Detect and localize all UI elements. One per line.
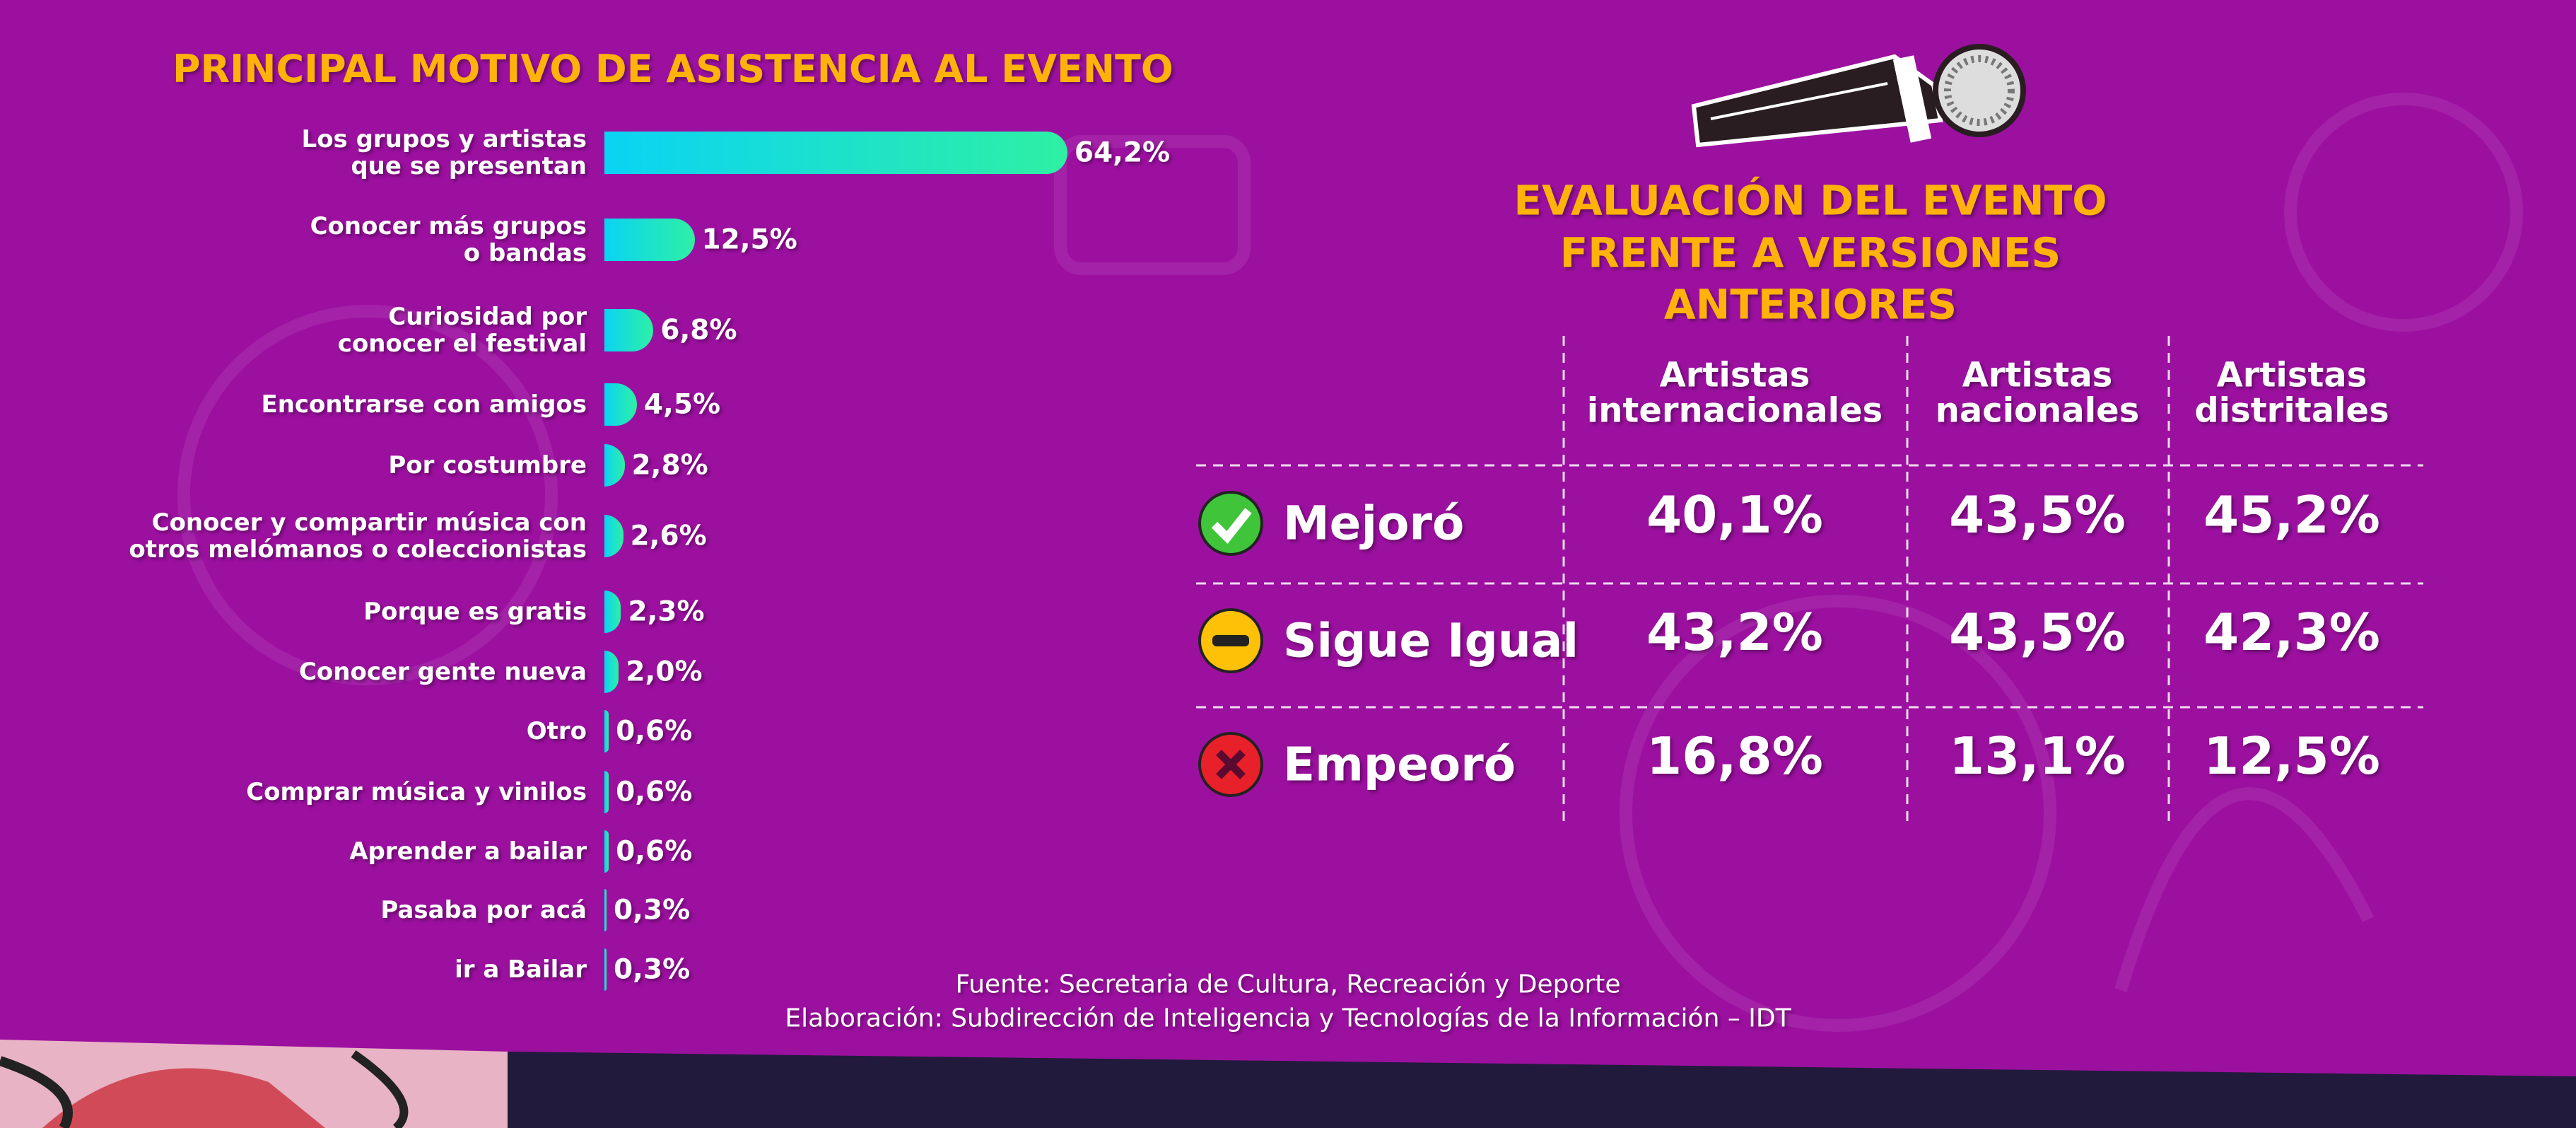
- value-label: 0,3%: [614, 895, 690, 926]
- bar: [604, 309, 653, 351]
- cell: 40,1%: [1646, 485, 1823, 545]
- value-label: 0,6%: [616, 716, 692, 748]
- category-label: Porque es gratis: [363, 598, 587, 625]
- cell: 43,2%: [1646, 603, 1823, 662]
- bottom-band: [508, 1052, 2576, 1128]
- category-label: ir a Bailar: [455, 956, 587, 983]
- cell: 43,5%: [1949, 485, 2126, 545]
- microphone: [1694, 47, 2023, 145]
- chart-title: PRINCIPAL MOTIVO DE ASISTENCIA AL EVENTO: [172, 47, 1173, 91]
- category-label: Otro: [527, 718, 587, 745]
- value-label: 2,8%: [632, 450, 708, 482]
- bar: [604, 132, 1067, 174]
- value-label: 2,3%: [628, 596, 704, 628]
- value-label: 0,6%: [616, 836, 692, 868]
- value-label: 0,6%: [616, 777, 692, 808]
- value-label: 4,5%: [644, 389, 720, 421]
- bar: [604, 771, 609, 813]
- credit: Elaboración: Subdirección de Inteligenci…: [785, 1004, 1791, 1033]
- column-header: Artistas internacionales: [1587, 358, 1883, 429]
- bar: [604, 710, 609, 752]
- value-label: 0,3%: [614, 954, 690, 986]
- cell: 12,5%: [2203, 726, 2380, 786]
- cell: 43,5%: [1949, 603, 2126, 662]
- cell: 16,8%: [1646, 726, 1823, 786]
- column-header: Artistas distritales: [2194, 358, 2389, 429]
- value-label: 12,5%: [702, 224, 797, 256]
- cell: 45,2%: [2203, 485, 2380, 545]
- bar: [604, 830, 609, 873]
- source: Fuente: Secretaria de Cultura, Recreació…: [955, 970, 1620, 999]
- category-label: Los grupos y artistas que se presentan: [302, 126, 587, 180]
- category-label: Encontrarse con amigos: [261, 391, 587, 418]
- cell: 13,1%: [1949, 726, 2126, 786]
- row-label: Sigue Igual: [1283, 614, 1579, 668]
- row-label: Mejoró: [1283, 496, 1464, 551]
- bar: [604, 889, 607, 931]
- value-label: 2,6%: [631, 521, 707, 552]
- infographic: PRINCIPAL MOTIVO DE ASISTENCIA AL EVENTO…: [0, 0, 2576, 1128]
- category-label: Por costumbre: [388, 452, 587, 479]
- column-header: Artistas nacionales: [1936, 358, 2140, 429]
- category-label: Pasaba por acá: [380, 897, 587, 924]
- value-label: 2,0%: [626, 656, 702, 688]
- bar: [604, 948, 607, 991]
- value-label: 6,8%: [660, 315, 737, 347]
- category-label: Conocer gente nueva: [299, 658, 587, 685]
- bar: [604, 219, 695, 261]
- category-label: Curiosidad por conocer el festival: [338, 303, 587, 357]
- category-label: Aprender a bailar: [349, 838, 587, 865]
- category-label: Conocer y compartir música con otros mel…: [129, 509, 587, 563]
- row-label: Empeoró: [1283, 738, 1516, 792]
- cell: 42,3%: [2203, 603, 2380, 662]
- category-label: Comprar música y vinilos: [246, 779, 587, 806]
- category-label: Conocer más grupos o bandas: [310, 213, 587, 267]
- bottom-art: [0, 1040, 508, 1128]
- table-title: EVALUACIÓN DEL EVENTO FRENTE A VERSIONES…: [1428, 175, 2194, 332]
- row-icons: [1200, 492, 1262, 796]
- value-label: 64,2%: [1075, 137, 1170, 169]
